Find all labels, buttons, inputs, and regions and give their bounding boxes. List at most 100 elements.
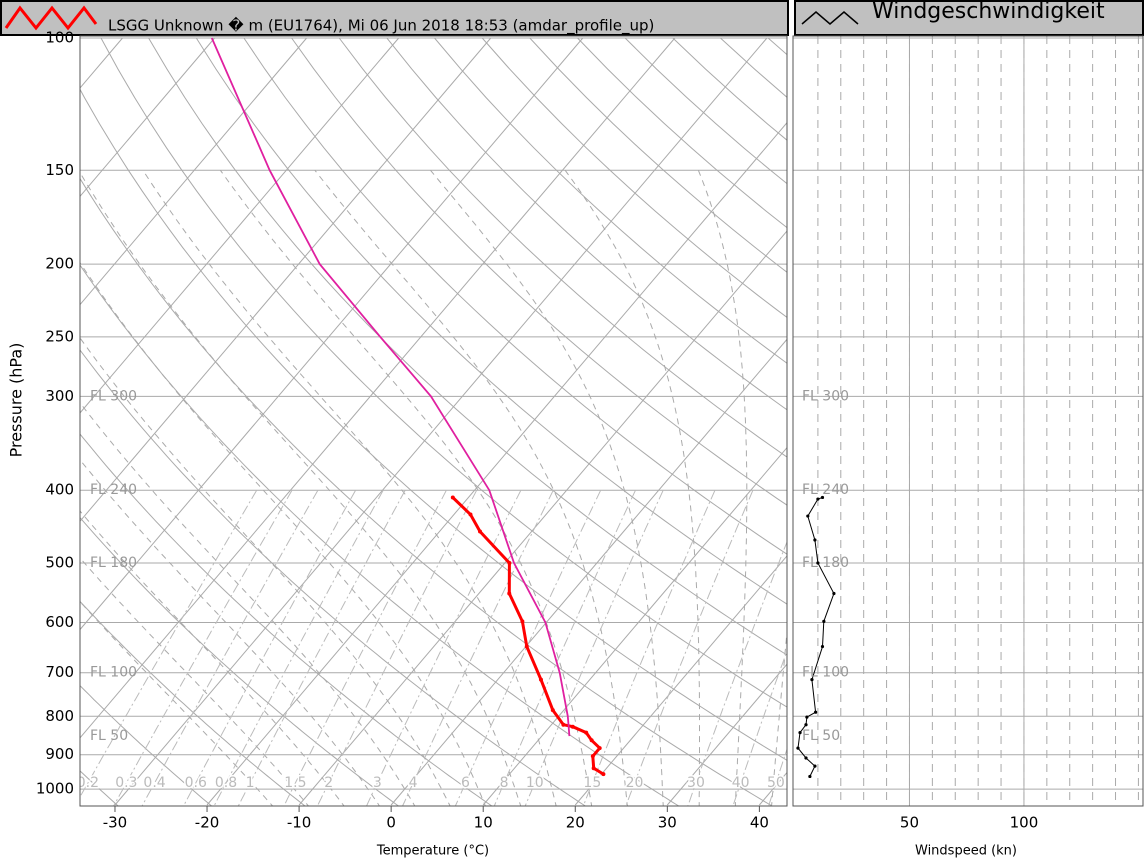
profile-line <box>210 37 571 737</box>
x-tick-label: -10 <box>287 814 312 832</box>
y-axis-label: Pressure (hPa) <box>7 343 26 458</box>
moist-adiabat <box>314 169 628 806</box>
wind-point <box>814 710 818 714</box>
dry-adiabat <box>80 88 787 761</box>
wind-point <box>813 538 817 542</box>
mixing-ratio-label: 4 <box>409 775 418 791</box>
profile-line <box>451 496 605 776</box>
flight-level-label: FL 100 <box>802 665 849 681</box>
x-tick-label: 10 <box>474 814 493 832</box>
dry-adiabat <box>529 37 787 273</box>
wind-point <box>820 495 825 500</box>
mixing-ratio-label: 6 <box>461 775 470 791</box>
x-axis-label: Windspeed (kn) <box>915 844 1017 859</box>
isotherm <box>390 338 787 806</box>
wind-point <box>820 644 825 649</box>
wind-point <box>796 746 800 750</box>
isotherm <box>80 37 492 523</box>
moist-adiabat <box>430 169 664 806</box>
y-tick-label: 150 <box>45 161 74 179</box>
mixing-ratio-line <box>401 489 554 806</box>
moist-adiabat <box>697 170 748 806</box>
legend-icon <box>801 11 859 25</box>
wind-point <box>813 764 817 768</box>
isotherm <box>851 38 1145 805</box>
profile-point <box>591 766 596 771</box>
wind-point <box>798 731 802 735</box>
dry-adiabat <box>672 37 787 141</box>
dry-adiabat <box>338 37 787 458</box>
mixing-ratio-label: 0.4 <box>143 775 165 791</box>
y-tick-label: 600 <box>45 613 74 631</box>
flight-level-label: FL 50 <box>90 728 128 744</box>
flight-level-label: FL 180 <box>90 555 137 571</box>
profile-point <box>570 724 575 729</box>
dry-adiabat <box>386 37 787 411</box>
isotherm <box>80 37 308 306</box>
dry-adiabat <box>291 37 787 506</box>
mixing-ratio-label: 0.8 <box>215 775 237 791</box>
mixing-ratio-line <box>237 489 406 806</box>
y-tick-label: 1000 <box>36 780 74 798</box>
mixing-ratio-label: 3 <box>373 775 382 791</box>
moist-adiabat <box>564 170 700 806</box>
wind-point <box>804 723 808 727</box>
flight-level-label: FL 240 <box>90 482 137 498</box>
x-tick-label: 50 <box>900 814 919 832</box>
profile-point <box>589 738 594 743</box>
mixing-ratio-line <box>113 489 293 806</box>
moist-adiabat <box>80 510 345 806</box>
flight-level-label: FL 300 <box>802 388 849 404</box>
profile-point <box>601 772 606 777</box>
y-tick-label: 700 <box>45 663 74 681</box>
x-tick-label: 40 <box>750 814 769 832</box>
mixing-ratio-line <box>454 489 602 806</box>
mixing-ratio-label: 0.6 <box>185 775 207 791</box>
dry-adiabat <box>911 38 1145 808</box>
plot-frame <box>79 35 788 807</box>
flight-level-label: FL 50 <box>802 728 840 744</box>
profile-point <box>597 746 602 751</box>
dry-adiabat <box>195 37 787 605</box>
isotherm <box>114 37 768 806</box>
mixing-ratio-line <box>687 540 787 806</box>
profile-point <box>478 529 483 534</box>
dry-adiabat <box>1006 38 1145 808</box>
wind-point <box>806 514 810 518</box>
header-box <box>0 0 789 36</box>
x-tick-label: 100 <box>1010 814 1039 832</box>
profile-point <box>538 677 543 682</box>
moist-adiabat <box>80 402 416 806</box>
dry-adiabat <box>863 38 1145 808</box>
header-box <box>794 0 1144 36</box>
profile-point <box>550 708 555 713</box>
wind-point <box>816 561 820 565</box>
dry-adiabat <box>816 38 1145 808</box>
mixing-ratio-line <box>493 489 636 806</box>
header-title: LSGG Unknown � m (EU1764), Mi 06 Jun 201… <box>108 17 654 36</box>
wind-point <box>810 678 814 682</box>
labels: 1001502002503004005006007008009001000-30… <box>36 29 1038 832</box>
wind-point <box>804 756 808 760</box>
dry-adiabat <box>434 37 787 364</box>
mixing-ratio-line <box>283 489 447 806</box>
y-tick-label: 250 <box>45 327 74 345</box>
isotherm <box>574 555 787 806</box>
mixing-ratio-label: 1.5 <box>284 775 306 791</box>
wind-point <box>822 619 826 623</box>
profile-point <box>507 591 512 596</box>
dry-adiabat <box>80 600 306 806</box>
dry-adiabat <box>577 37 787 229</box>
moist-adiabat <box>80 557 310 806</box>
dry-adiabat <box>80 433 493 806</box>
wind-point <box>808 774 812 779</box>
x-tick-label: 0 <box>386 814 396 832</box>
moist-adiabat <box>80 261 486 806</box>
mixing-ratio-label: 10 <box>526 775 544 791</box>
y-tick-label: 900 <box>45 745 74 763</box>
y-tick-label: 200 <box>45 255 74 273</box>
flight-level-label: FL 240 <box>802 482 849 498</box>
profile-point <box>584 730 589 735</box>
isotherm <box>482 446 787 806</box>
